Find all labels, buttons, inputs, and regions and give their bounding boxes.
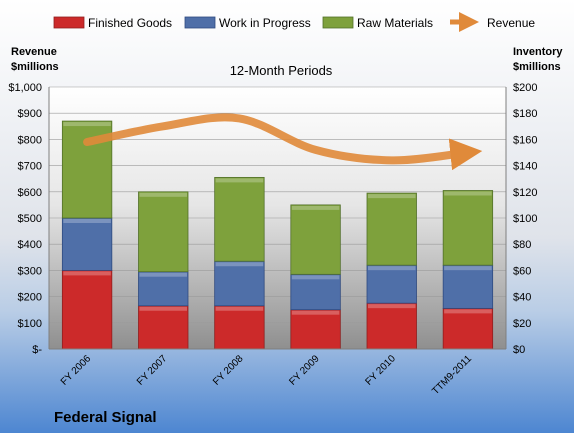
bar-finished-goods (61, 269, 113, 350)
bar-highlight (444, 266, 492, 271)
left-tick-label: $400 (18, 239, 42, 251)
right-tick-label: $60 (513, 265, 531, 277)
bar-finished-goods (138, 305, 189, 350)
bar-highlight (215, 178, 264, 183)
gridlines (49, 86, 506, 324)
chart-subtitle: 12-Month Periods (230, 63, 333, 78)
legend-swatch-raw-materials (322, 16, 354, 29)
left-tick-label: $1,000 (8, 82, 42, 94)
bar-raw-materials (442, 190, 494, 266)
bar-raw-materials (214, 176, 265, 262)
legend-label-revenue: Revenue (487, 16, 535, 30)
bar-raw-materials (366, 192, 417, 266)
bar-work-in-progress (138, 271, 189, 307)
bar-finished-goods (214, 305, 265, 350)
bar-highlight (139, 272, 188, 277)
bar-work-in-progress (290, 273, 341, 311)
right-tick-label: $20 (513, 318, 531, 330)
right-tick-label: $160 (513, 134, 537, 146)
right-tick-label: $80 (513, 239, 531, 251)
bar-highlight (291, 310, 340, 315)
left-tick-label: $300 (18, 265, 42, 277)
left-tick-label: $800 (18, 134, 42, 146)
right-tick-label: $200 (513, 82, 537, 94)
bar-finished-goods (290, 309, 341, 350)
bar-finished-goods (366, 302, 417, 350)
bar-highlight (367, 266, 416, 271)
bar-highlight (215, 306, 264, 311)
bar-highlight (444, 191, 492, 196)
left-tick-label: $500 (18, 213, 42, 225)
legend-swatch-work-in-progress (184, 16, 216, 29)
left-axis-title-line2: $millions (11, 61, 59, 73)
bar-raw-materials (290, 204, 341, 275)
bar-highlight (139, 192, 188, 197)
legend-label-raw-materials: Raw Materials (357, 16, 433, 30)
legend-label-work-in-progress: Work in Progress (219, 16, 311, 30)
company-name: Federal Signal (54, 409, 157, 426)
bar-work-in-progress (61, 217, 113, 271)
bar-highlight (291, 205, 340, 210)
bar-highlight (63, 122, 111, 127)
bar-highlight (215, 262, 264, 267)
bar-work-in-progress (214, 260, 265, 307)
right-tick-label: $100 (513, 213, 537, 225)
left-axis-title-line1: Revenue (11, 46, 57, 58)
bar-work-in-progress (442, 264, 494, 309)
revenue-line-layer (83, 113, 483, 171)
bar-finished-goods (442, 307, 494, 350)
legend-label-finished-goods: Finished Goods (88, 16, 172, 30)
left-tick-label: $200 (18, 292, 42, 304)
right-axis-title-line1: Inventory (513, 46, 563, 58)
bar-highlight (367, 194, 416, 199)
right-tick-label: $0 (513, 344, 525, 356)
left-tick-label: $100 (18, 318, 42, 330)
right-tick-label: $140 (513, 161, 537, 173)
left-tick-label: $700 (18, 161, 42, 173)
right-tick-label: $40 (513, 292, 531, 304)
revenue-line (83, 113, 483, 171)
right-tick-label: $180 (513, 108, 537, 120)
left-tick-label: $600 (18, 187, 42, 199)
bar-highlight (444, 309, 492, 314)
bar-highlight (63, 271, 111, 276)
bar-highlight (367, 304, 416, 309)
bar-highlight (63, 219, 111, 223)
legend-swatch-finished-goods (53, 16, 85, 29)
bar-highlight (139, 306, 188, 311)
bars (61, 120, 494, 350)
legend: Finished Goods Work in Progress Raw Mate… (53, 12, 535, 32)
bar-work-in-progress (366, 264, 417, 304)
right-axis-title-line2: $millions (513, 61, 561, 73)
bar-raw-materials (138, 191, 189, 273)
left-tick-label: $- (32, 344, 42, 356)
bar-highlight (291, 275, 340, 280)
left-tick-label: $900 (18, 108, 42, 120)
right-tick-label: $120 (513, 187, 537, 199)
